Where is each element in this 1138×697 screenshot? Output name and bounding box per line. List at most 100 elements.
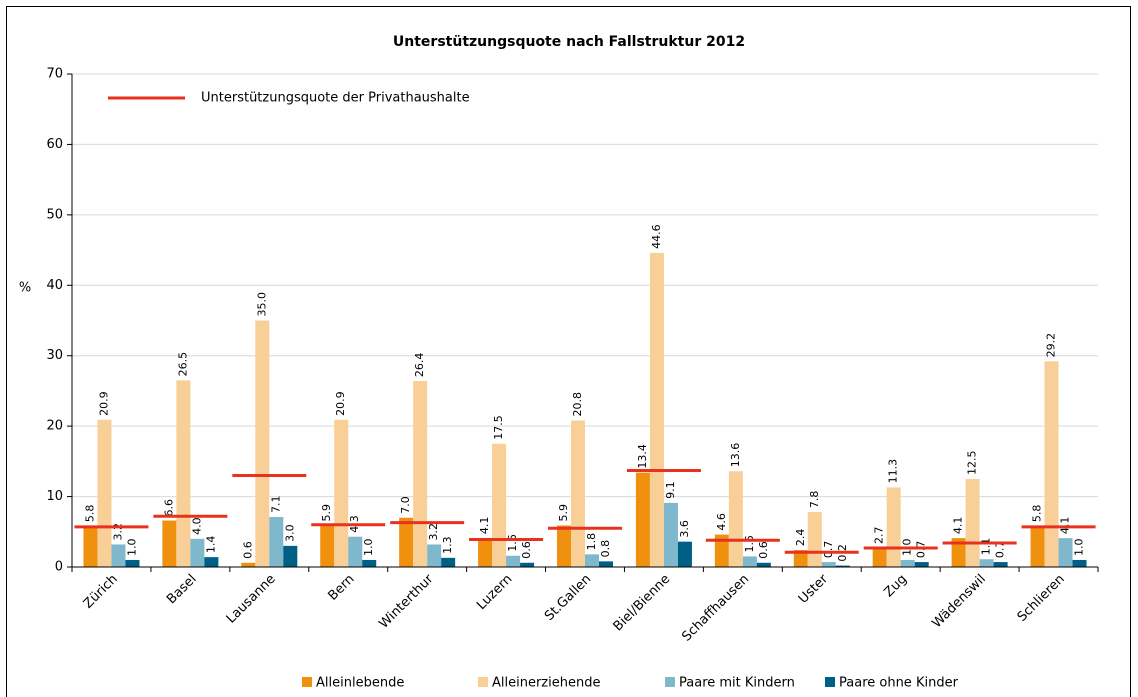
bar	[663, 502, 678, 567]
bar	[793, 550, 808, 567]
value-label: 44.6	[650, 224, 663, 249]
x-tick-label: Zug	[881, 572, 910, 601]
y-tick-label: 40	[46, 278, 63, 293]
legend-swatch	[665, 677, 675, 687]
value-label: 1.6	[506, 534, 519, 552]
legend-label: Paare mit Kindern	[679, 676, 795, 691]
bar	[886, 487, 901, 567]
value-label: 4.0	[190, 517, 203, 535]
bar	[506, 555, 521, 567]
bar	[348, 536, 363, 567]
x-tick-label: Lausanne	[224, 572, 279, 627]
value-label: 13.6	[729, 443, 742, 468]
bar	[728, 471, 743, 567]
bar	[478, 538, 493, 567]
x-tick-label: Schlieren	[1015, 572, 1068, 625]
chart-title: Unterstützungsquote nach Fallstruktur 20…	[393, 34, 745, 50]
legend-swatch	[478, 677, 488, 687]
value-label: 20.8	[571, 392, 584, 417]
bar	[872, 547, 887, 567]
x-tick-label: Schaffhausen	[679, 572, 752, 645]
value-label: 0.6	[757, 541, 770, 559]
bar	[1044, 361, 1059, 567]
bar	[399, 517, 414, 567]
value-label: 3.6	[678, 520, 691, 538]
y-tick-label: 70	[46, 67, 63, 82]
value-label: 0.7	[994, 541, 1007, 559]
value-label: 17.5	[492, 415, 505, 439]
legend-label: Alleinlebende	[316, 676, 404, 691]
value-label: 35.0	[255, 292, 268, 317]
bar	[413, 381, 428, 567]
bar	[951, 538, 966, 567]
value-label: 1.1	[980, 538, 993, 556]
bar	[283, 545, 298, 567]
bar	[362, 559, 377, 567]
value-label: 5.8	[1031, 505, 1044, 523]
value-label: 0.6	[241, 541, 254, 559]
bar	[993, 562, 1008, 567]
value-label: 5.9	[320, 504, 333, 522]
bar	[965, 478, 980, 567]
value-label: 29.2	[1045, 333, 1058, 358]
bar	[520, 562, 535, 567]
value-label: 0.6	[520, 541, 533, 559]
bar	[807, 512, 822, 567]
legend-swatch	[302, 677, 312, 687]
value-label: 1.8	[585, 533, 598, 551]
value-label: 5.9	[557, 504, 570, 522]
value-label: 1.0	[125, 538, 138, 556]
x-tick-label: Zürich	[81, 572, 121, 612]
bar	[427, 544, 442, 567]
bar	[204, 557, 219, 567]
value-label: 4.1	[952, 517, 965, 535]
legend-label: Unterstützungsquote der Privathaushalte	[201, 91, 470, 106]
value-label: 26.4	[413, 353, 426, 378]
x-tick-label: Uster	[796, 571, 832, 607]
value-label: 4.1	[478, 517, 491, 535]
bar	[585, 554, 599, 567]
bar	[649, 252, 664, 568]
value-label: 7.1	[269, 495, 282, 513]
value-label: 7.8	[808, 491, 821, 509]
bar	[441, 557, 456, 567]
bar	[571, 420, 585, 567]
bar	[677, 541, 692, 567]
bar	[1058, 538, 1073, 567]
value-label: 4.6	[715, 513, 728, 531]
bar	[190, 538, 205, 567]
legend-swatch	[825, 677, 835, 687]
value-label: 12.5	[966, 450, 979, 475]
value-label: 3.2	[427, 523, 440, 541]
bar	[241, 562, 256, 567]
y-axis-label: %	[19, 281, 31, 296]
x-tick-label: Wädenswil	[929, 572, 988, 631]
value-label: 5.8	[83, 505, 96, 523]
value-label: 1.3	[441, 536, 454, 554]
bar	[176, 380, 191, 567]
x-tick-label: Biel/Bienne	[611, 572, 674, 635]
value-label: 6.6	[162, 499, 175, 517]
x-tick-label: St.Gallen	[542, 572, 594, 624]
x-tick-label: Winterthur	[377, 571, 437, 631]
value-label: 3.0	[283, 524, 296, 542]
bar	[742, 556, 757, 567]
value-label: 20.9	[97, 391, 110, 416]
y-tick-label: 30	[46, 348, 63, 363]
value-label: 0.7	[822, 541, 835, 559]
value-label: 1.0	[362, 538, 375, 556]
bar	[900, 559, 915, 567]
bar	[111, 544, 126, 567]
x-tick-label: Luzern	[474, 572, 515, 613]
x-tick-label: Basel	[164, 572, 200, 608]
bar	[756, 562, 771, 567]
bar	[97, 419, 112, 567]
bar	[979, 559, 994, 567]
bar	[821, 562, 836, 567]
y-tick-label: 10	[46, 489, 63, 504]
bar	[83, 526, 98, 567]
value-label: 7.0	[399, 496, 412, 514]
bar	[1030, 526, 1045, 567]
value-label: 1.4	[204, 536, 217, 554]
